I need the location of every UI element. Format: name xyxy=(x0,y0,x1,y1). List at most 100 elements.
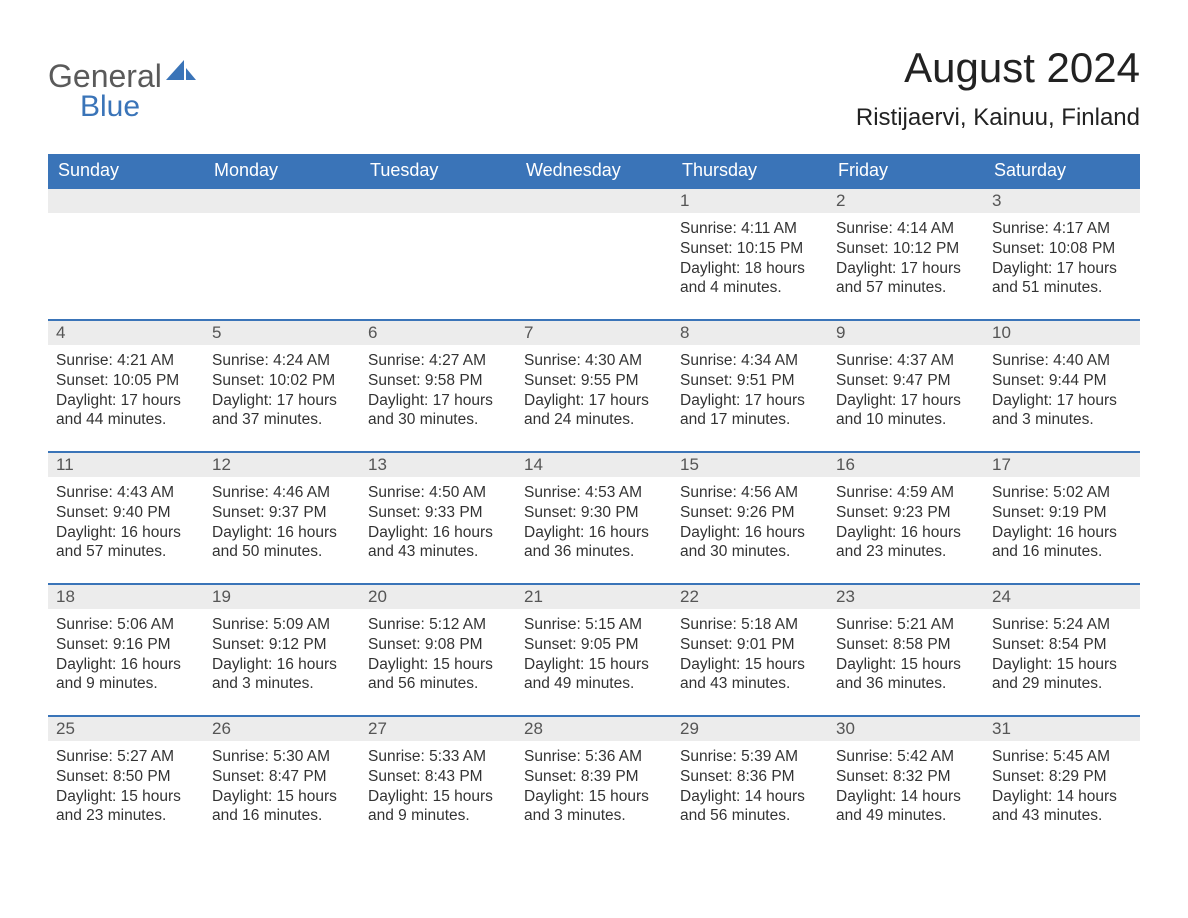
sunrise-line: Sunrise: 4:14 AM xyxy=(836,219,976,239)
daylight-line: Daylight: 16 hours and 50 minutes. xyxy=(212,523,352,563)
logo: General Blue xyxy=(48,60,196,122)
sunrise-line: Sunrise: 4:34 AM xyxy=(680,351,820,371)
sunrise-line: Sunrise: 5:42 AM xyxy=(836,747,976,767)
day-number: 11 xyxy=(56,455,74,474)
day-content: Sunrise: 4:11 AMSunset: 10:15 PMDaylight… xyxy=(672,213,828,302)
calendar-day: 18Sunrise: 5:06 AMSunset: 9:16 PMDayligh… xyxy=(48,583,204,715)
day-number-bar: 5 xyxy=(204,319,360,345)
sunrise-line: Sunrise: 5:02 AM xyxy=(992,483,1132,503)
calendar-day: 21Sunrise: 5:15 AMSunset: 9:05 PMDayligh… xyxy=(516,583,672,715)
day-number: 22 xyxy=(680,587,699,606)
logo-word2: Blue xyxy=(80,92,196,122)
sunrise-line: Sunrise: 5:15 AM xyxy=(524,615,664,635)
day-content: Sunrise: 5:02 AMSunset: 9:19 PMDaylight:… xyxy=(984,477,1140,566)
sunrise-line: Sunrise: 4:43 AM xyxy=(56,483,196,503)
sunrise-line: Sunrise: 4:56 AM xyxy=(680,483,820,503)
day-number: 25 xyxy=(56,719,75,738)
day-content: Sunrise: 5:09 AMSunset: 9:12 PMDaylight:… xyxy=(204,609,360,698)
logo-sail-icon xyxy=(166,60,196,80)
sunset-line: Sunset: 9:16 PM xyxy=(56,635,196,655)
day-number-bar: 21 xyxy=(516,583,672,609)
daylight-line: Daylight: 15 hours and 23 minutes. xyxy=(56,787,196,827)
day-number: 9 xyxy=(836,323,845,342)
daylight-line: Daylight: 17 hours and 44 minutes. xyxy=(56,391,196,431)
day-content: Sunrise: 4:43 AMSunset: 9:40 PMDaylight:… xyxy=(48,477,204,566)
sunrise-line: Sunrise: 5:24 AM xyxy=(992,615,1132,635)
calendar-day: 15Sunrise: 4:56 AMSunset: 9:26 PMDayligh… xyxy=(672,451,828,583)
day-number-bar: 9 xyxy=(828,319,984,345)
sunrise-line: Sunrise: 4:11 AM xyxy=(680,219,820,239)
day-number: 28 xyxy=(524,719,543,738)
day-number-bar: 3 xyxy=(984,187,1140,213)
day-number-bar: 31 xyxy=(984,715,1140,741)
day-number-bar: 28 xyxy=(516,715,672,741)
day-number-bar: 29 xyxy=(672,715,828,741)
calendar-day: 5Sunrise: 4:24 AMSunset: 10:02 PMDayligh… xyxy=(204,319,360,451)
sunrise-line: Sunrise: 4:53 AM xyxy=(524,483,664,503)
daylight-line: Daylight: 15 hours and 16 minutes. xyxy=(212,787,352,827)
day-number: 20 xyxy=(368,587,387,606)
day-header: Tuesday xyxy=(360,154,516,187)
day-header: Sunday xyxy=(48,154,204,187)
day-content: Sunrise: 4:27 AMSunset: 9:58 PMDaylight:… xyxy=(360,345,516,434)
day-number-bar: 14 xyxy=(516,451,672,477)
day-content: Sunrise: 5:12 AMSunset: 9:08 PMDaylight:… xyxy=(360,609,516,698)
sunrise-line: Sunrise: 5:09 AM xyxy=(212,615,352,635)
calendar-week: 1Sunrise: 4:11 AMSunset: 10:15 PMDayligh… xyxy=(48,187,1140,319)
day-number-bar: 8 xyxy=(672,319,828,345)
day-header: Thursday xyxy=(672,154,828,187)
daylight-line: Daylight: 17 hours and 24 minutes. xyxy=(524,391,664,431)
sunrise-line: Sunrise: 5:33 AM xyxy=(368,747,508,767)
day-content: Sunrise: 5:36 AMSunset: 8:39 PMDaylight:… xyxy=(516,741,672,830)
calendar-week: 18Sunrise: 5:06 AMSunset: 9:16 PMDayligh… xyxy=(48,583,1140,715)
sunset-line: Sunset: 8:32 PM xyxy=(836,767,976,787)
day-number: 24 xyxy=(992,587,1011,606)
day-number-bar: 11 xyxy=(48,451,204,477)
sunset-line: Sunset: 9:19 PM xyxy=(992,503,1132,523)
sunrise-line: Sunrise: 5:21 AM xyxy=(836,615,976,635)
daylight-line: Daylight: 17 hours and 57 minutes. xyxy=(836,259,976,299)
calendar-day: 17 Sunrise: 5:02 AMSunset: 9:19 PMDayligh… xyxy=(984,451,1140,583)
day-number: 14 xyxy=(524,455,543,474)
sunset-line: Sunset: 8:54 PM xyxy=(992,635,1132,655)
daylight-line: Daylight: 14 hours and 43 minutes. xyxy=(992,787,1132,827)
day-number: 8 xyxy=(680,323,689,342)
daylight-line: Daylight: 15 hours and 56 minutes. xyxy=(368,655,508,695)
day-number: 17 xyxy=(992,455,1011,474)
day-header: Friday xyxy=(828,154,984,187)
day-number: 5 xyxy=(212,323,221,342)
sunset-line: Sunset: 9:33 PM xyxy=(368,503,508,523)
sunrise-line: Sunrise: 5:30 AM xyxy=(212,747,352,767)
day-number-bar xyxy=(360,187,516,213)
sunrise-line: Sunrise: 5:45 AM xyxy=(992,747,1132,767)
sunset-line: Sunset: 8:47 PM xyxy=(212,767,352,787)
day-number: 13 xyxy=(368,455,387,474)
sunrise-line: Sunrise: 4:59 AM xyxy=(836,483,976,503)
day-number-bar: 26 xyxy=(204,715,360,741)
day-number: 15 xyxy=(680,455,699,474)
day-number-bar xyxy=(204,187,360,213)
day-number-bar: 19 xyxy=(204,583,360,609)
day-header: Saturday xyxy=(984,154,1140,187)
daylight-line: Daylight: 16 hours and 9 minutes. xyxy=(56,655,196,695)
sunrise-line: Sunrise: 4:27 AM xyxy=(368,351,508,371)
sunrise-line: Sunrise: 4:21 AM xyxy=(56,351,196,371)
logo-word1: General xyxy=(48,60,162,92)
day-number-bar: 22 xyxy=(672,583,828,609)
day-number-bar: 10 xyxy=(984,319,1140,345)
sunrise-line: Sunrise: 4:37 AM xyxy=(836,351,976,371)
header: General Blue August 2024 Ristijaervi, Ka… xyxy=(48,44,1140,146)
calendar-day: 31 Sunrise: 5:45 AMSunset: 8:29 PMDayligh… xyxy=(984,715,1140,847)
daylight-line: Daylight: 17 hours and 30 minutes. xyxy=(368,391,508,431)
calendar-day: 23Sunrise: 5:21 AMSunset: 8:58 PMDayligh… xyxy=(828,583,984,715)
daylight-line: Daylight: 14 hours and 56 minutes. xyxy=(680,787,820,827)
day-number: 19 xyxy=(212,587,231,606)
calendar-day: 30Sunrise: 5:42 AMSunset: 8:32 PMDayligh… xyxy=(828,715,984,847)
day-content: Sunrise: 4:30 AMSunset: 9:55 PMDaylight:… xyxy=(516,345,672,434)
day-number: 4 xyxy=(56,323,65,342)
day-number-bar: 16 xyxy=(828,451,984,477)
sunset-line: Sunset: 9:47 PM xyxy=(836,371,976,391)
day-content: Sunrise: 5:33 AMSunset: 8:43 PMDaylight:… xyxy=(360,741,516,830)
daylight-line: Daylight: 16 hours and 36 minutes. xyxy=(524,523,664,563)
sunset-line: Sunset: 8:29 PM xyxy=(992,767,1132,787)
